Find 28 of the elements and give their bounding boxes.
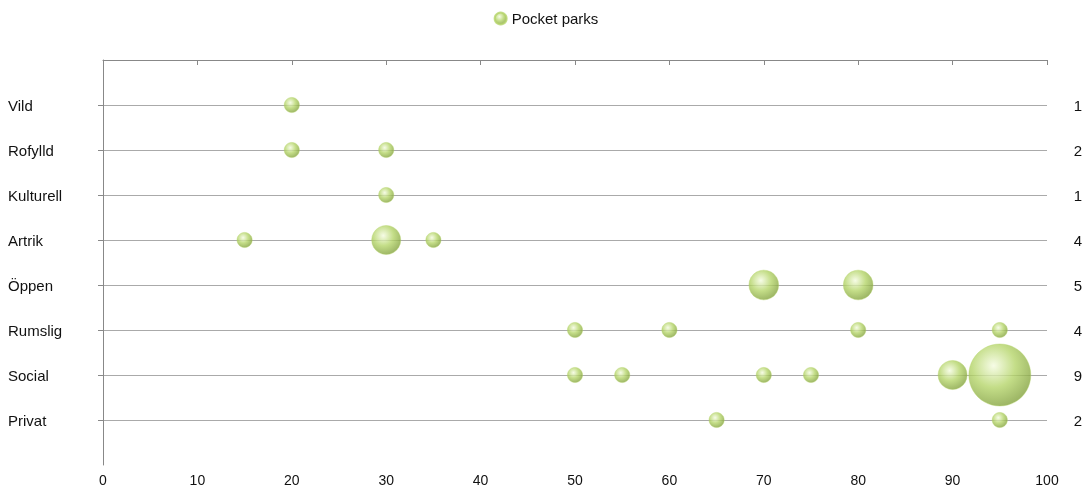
y-tick-label: Öppen [8,276,54,294]
y2-tick-label: 1 [1073,96,1082,114]
x-tick-label: 30 [378,472,395,488]
y-tick-label: Artrik [8,231,44,249]
y2-tick-label: 2 [1073,141,1082,159]
y2-tick-label: 4 [1073,321,1082,339]
y-tick-label: Social [8,366,49,384]
x-tick-label: 90 [944,472,961,488]
x-tick-label: 50 [567,472,583,488]
y-tick-label: Privat [8,411,48,429]
y2-tick-label: 4 [1073,231,1082,249]
x-tick-label: 40 [472,472,489,488]
y-tick-label: Vild [8,96,33,114]
x-tick-label: 100 [1035,472,1059,488]
y2-tick-label: 1 [1073,186,1082,204]
y-tick-label: Rofylld [8,141,54,159]
x-tick-label: 70 [756,472,772,488]
y2-tick-label: 9 [1073,366,1082,384]
legend-label: Pocket parks [511,10,599,27]
x-tick-label: 60 [661,472,678,488]
y2-tick-label: 2 [1073,411,1082,429]
y2-tick-label: 5 [1073,276,1082,294]
x-tick-label: 80 [850,472,867,488]
x-tick-label: 0 [99,472,108,488]
x-tick-label: 20 [284,472,300,488]
x-tick-label: 10 [189,472,206,488]
y-tick-label: Rumslig [8,321,63,339]
y-tick-label: Kulturell [8,186,63,204]
